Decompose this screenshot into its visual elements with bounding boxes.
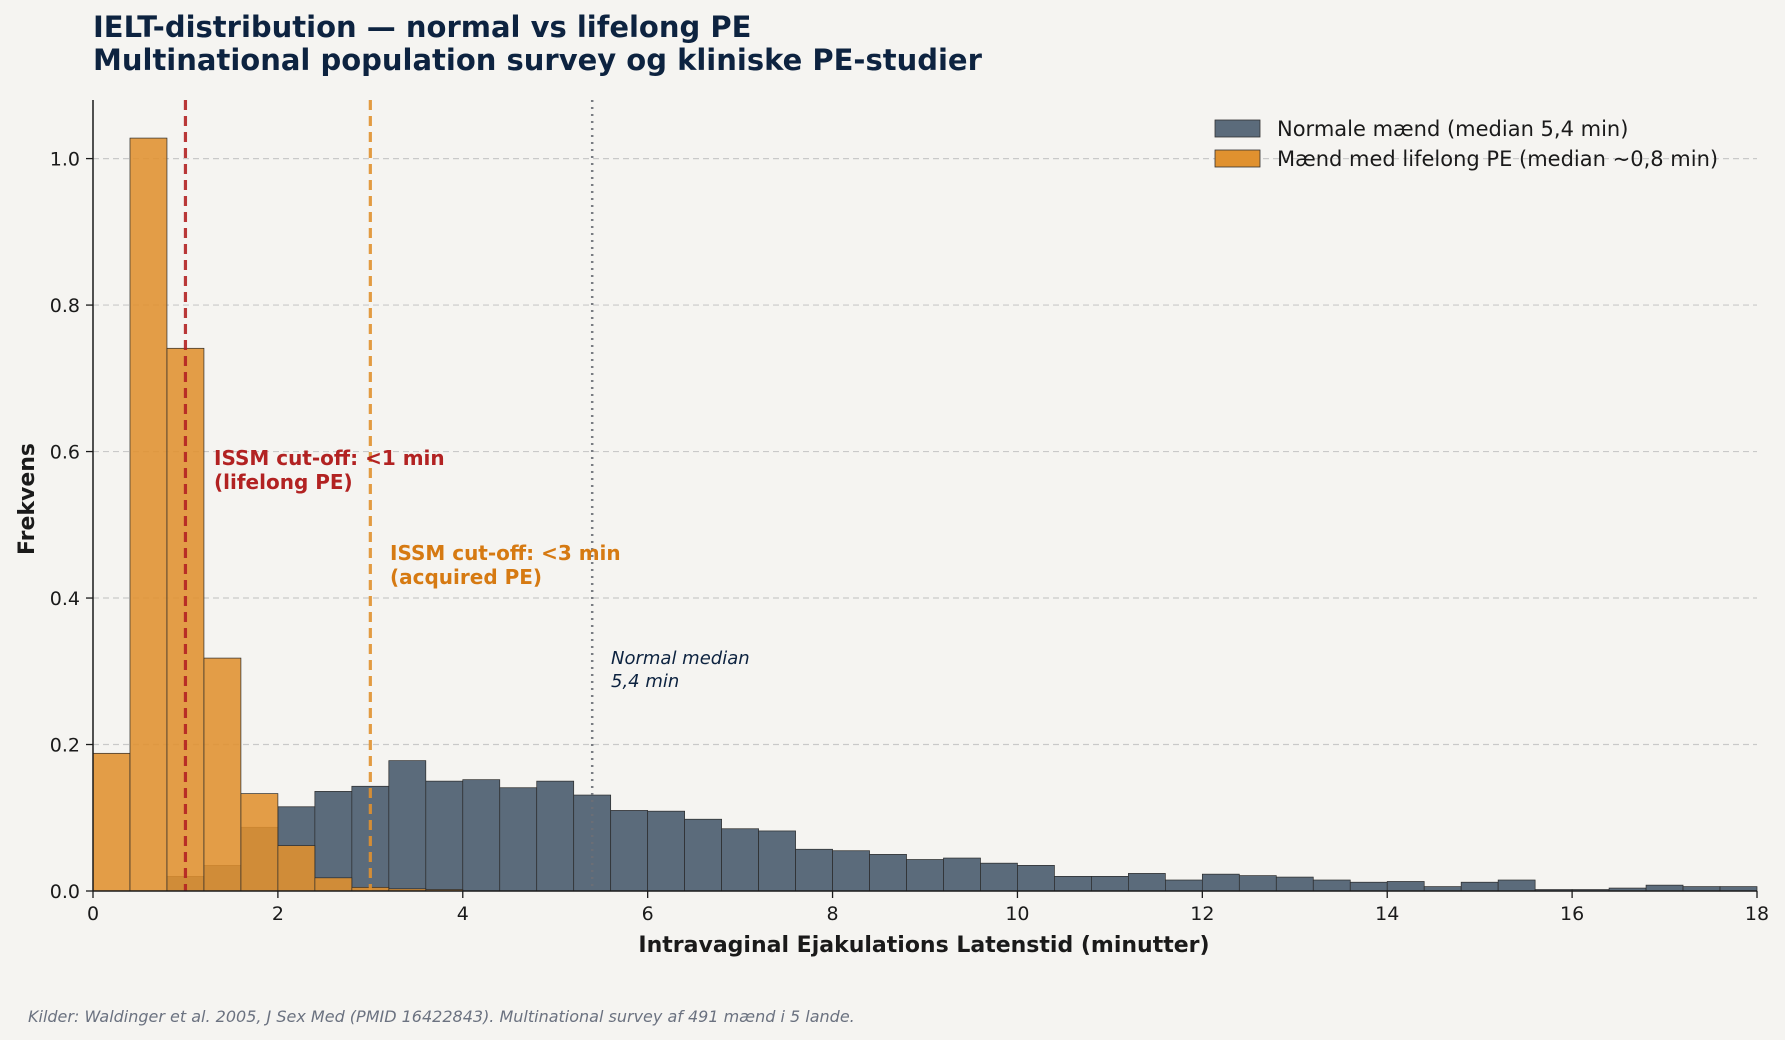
grid-lines <box>93 157 1757 746</box>
normal-bar-27 <box>1165 879 1203 892</box>
pe-bar-3 <box>203 657 242 892</box>
x-axis-label: Intravaginal Ejakulations Latenstid (min… <box>638 933 1209 958</box>
x-tick-label-2: 4 <box>457 903 469 925</box>
pe-series-bars <box>92 137 464 892</box>
chart-title-line1: IELT-distribution — normal vs lifelong P… <box>93 10 751 44</box>
y-tick-label-1: 0.2 <box>50 735 80 757</box>
normal-bar-10 <box>536 780 575 892</box>
ref-label-median-line2: 5,4 min <box>611 671 679 692</box>
x-tick-label-5: 10 <box>1005 903 1029 925</box>
normal-bar-28 <box>1201 873 1240 892</box>
x-tick-label-1: 2 <box>272 903 284 925</box>
normal-bar-7 <box>425 780 464 892</box>
ref-label-acquired-line1: ISSM cut-off: <3 min <box>390 541 621 565</box>
normal-bar-33 <box>1386 881 1425 892</box>
y-tick-label-3: 0.6 <box>50 442 80 464</box>
legend-label-pe: Mænd med lifelong PE (median ~0,8 min) <box>1277 147 1718 171</box>
normal-bar-36 <box>1497 879 1536 892</box>
legend-swatch-normal <box>1214 119 1261 138</box>
normal-bar-30 <box>1275 876 1314 892</box>
normal-bar-9 <box>499 787 538 892</box>
x-tick-label-7: 14 <box>1375 903 1399 925</box>
normal-bar-25 <box>1091 876 1129 892</box>
normal-bar-4 <box>314 791 353 892</box>
y-tick-label-0: 0.0 <box>50 881 80 903</box>
y-axis-label: Frekvens <box>15 443 40 555</box>
x-tick-label-8: 16 <box>1560 903 1584 925</box>
normal-bar-14 <box>684 818 722 892</box>
pe-bar-5 <box>277 845 316 892</box>
axes <box>92 100 1757 892</box>
normal-bar-8 <box>462 779 501 892</box>
normal-bar-31 <box>1312 879 1351 892</box>
reference-lines <box>183 100 594 891</box>
y-tick-label-2: 0.4 <box>50 588 80 610</box>
normal-bar-13 <box>647 810 685 892</box>
normal-bar-23 <box>1017 865 1055 892</box>
pe-bar-4 <box>240 793 279 892</box>
normal-bar-35 <box>1460 881 1499 892</box>
x-tick-label-3: 6 <box>642 903 654 925</box>
x-tick-label-9: 18 <box>1745 903 1769 925</box>
normal-bar-22 <box>980 862 1018 892</box>
y-tick-label-5: 1.0 <box>50 149 80 171</box>
normal-bar-29 <box>1238 875 1277 892</box>
chart-title-line2: Multinational population survey og klini… <box>93 43 983 77</box>
normal-bar-15 <box>721 828 759 892</box>
x-tick-label-4: 8 <box>827 903 839 925</box>
normal-bar-40 <box>1645 884 1684 892</box>
y-tick-label-4: 0.8 <box>50 295 80 317</box>
normal-bar-21 <box>943 857 981 892</box>
normal-bar-20 <box>906 859 944 892</box>
normal-bar-6 <box>388 760 427 892</box>
normal-bar-24 <box>1054 876 1092 892</box>
source-note: Kilder: Waldinger et al. 2005, J Sex Med… <box>28 1007 855 1026</box>
normal-bar-19 <box>869 854 907 892</box>
normal-series-bars <box>166 760 1758 892</box>
x-axis-ticks: 0 2 4 6 8 10 12 14 16 18 <box>87 891 1769 925</box>
y-axis-ticks: 0.0 0.2 0.4 0.6 0.8 1.0 <box>50 149 93 903</box>
x-tick-label-6: 12 <box>1190 903 1214 925</box>
pe-bar-1 <box>129 137 168 892</box>
normal-bar-26 <box>1128 873 1166 892</box>
legend-label-normal: Normale mænd (median 5,4 min) <box>1277 117 1628 141</box>
normal-bar-32 <box>1349 881 1388 892</box>
normal-bar-18 <box>832 850 870 892</box>
ref-label-acquired-line2: (acquired PE) <box>390 565 542 589</box>
normal-bar-17 <box>795 848 833 892</box>
normal-bar-16 <box>758 830 796 892</box>
normal-bar-12 <box>610 810 649 892</box>
ref-label-lifelong-line1: ISSM cut-off: <1 min <box>214 446 445 470</box>
ref-label-median-line1: Normal median <box>611 648 750 669</box>
ref-label-lifelong-line2: (lifelong PE) <box>214 470 353 494</box>
pe-bar-0 <box>92 752 131 892</box>
legend-swatch-pe <box>1214 149 1261 168</box>
x-tick-label-0: 0 <box>87 903 99 925</box>
legend: Normale mænd (median 5,4 min) Mænd med l… <box>1214 117 1718 171</box>
pe-bar-6 <box>314 877 353 892</box>
